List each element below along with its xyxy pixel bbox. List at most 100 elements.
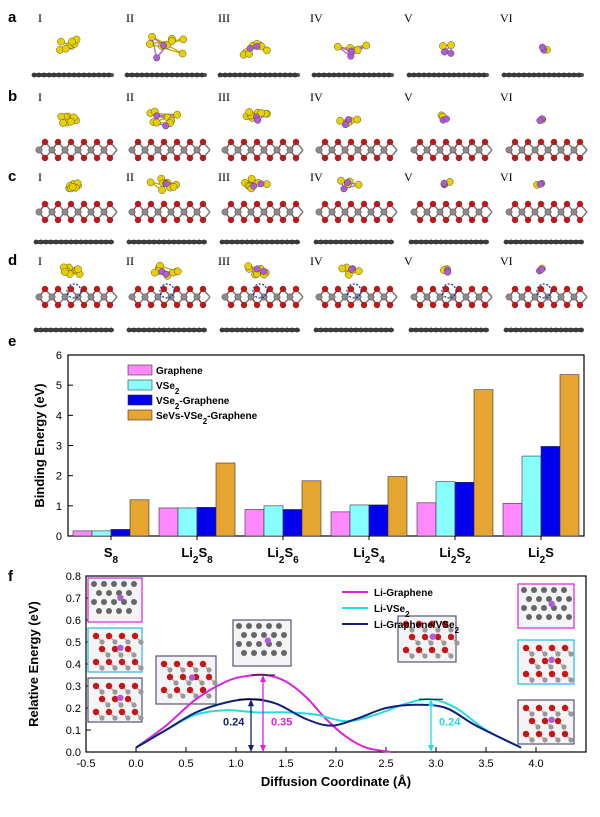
carbon-atom xyxy=(541,605,547,611)
oxygen-atom xyxy=(279,285,287,293)
oxygen-atom xyxy=(199,301,207,309)
carbon-atom xyxy=(287,72,293,78)
carbon-atom xyxy=(408,239,414,245)
oxygen-atom xyxy=(408,633,416,641)
oxygen-atom xyxy=(186,216,194,224)
vanadium-atom xyxy=(247,146,255,154)
bar xyxy=(559,374,580,537)
carbon-atom xyxy=(518,327,524,333)
vanadium-atom xyxy=(112,665,118,671)
carbon-atom xyxy=(458,327,464,333)
arrow-head xyxy=(248,699,254,707)
vanadium-atom xyxy=(435,627,441,633)
oxygen-atom xyxy=(186,686,194,694)
carbon-atom xyxy=(269,327,275,333)
numeral: IV xyxy=(310,170,323,184)
carbon-atom xyxy=(508,239,514,245)
bar xyxy=(387,476,408,537)
carbon-atom xyxy=(139,72,145,78)
vanadium-atom xyxy=(141,146,149,154)
vanadium-atom xyxy=(125,689,131,695)
vanadium-atom xyxy=(505,146,513,154)
y-tick-label: 3 xyxy=(56,441,62,453)
carbon-atom xyxy=(536,72,542,78)
sulfur-atom xyxy=(336,117,344,125)
carbon-atom xyxy=(321,72,327,78)
carbon-atom xyxy=(338,239,344,245)
carbon-atom xyxy=(506,72,512,78)
vanadium-atom xyxy=(542,677,548,683)
carbon-atom xyxy=(526,596,532,602)
oxygen-atom xyxy=(434,633,442,641)
oxygen-atom xyxy=(92,658,100,666)
vanadium-atom xyxy=(409,653,415,659)
vanadium-atom xyxy=(180,293,188,301)
vanadium-atom xyxy=(247,293,255,301)
numeral: V xyxy=(404,11,413,25)
sulfur-atom xyxy=(168,37,176,45)
arrow-head xyxy=(248,745,254,752)
numeral: I xyxy=(38,254,42,268)
carbon-atom xyxy=(428,239,434,245)
oxygen-atom xyxy=(292,216,300,224)
vanadium-atom xyxy=(105,702,111,708)
vanadium-atom xyxy=(87,146,95,154)
sulfur-atom xyxy=(152,118,161,127)
y-tick-label: 6 xyxy=(56,350,62,362)
carbon-atom xyxy=(91,581,97,587)
vanadium-atom xyxy=(61,293,69,301)
carbon-atom xyxy=(371,72,377,78)
vanadium-atom xyxy=(410,146,418,154)
oxygen-atom xyxy=(160,200,168,208)
carbon-atom xyxy=(239,239,245,245)
oxygen-atom xyxy=(118,658,126,666)
carbon-atom xyxy=(108,239,114,245)
carbon-atom xyxy=(257,72,263,78)
oxygen-atom xyxy=(576,285,584,293)
carbon-atom xyxy=(274,239,280,245)
sulfur-atom xyxy=(447,41,455,49)
carbon-atom xyxy=(536,614,542,620)
carbon-atom xyxy=(533,239,539,245)
carbon-atom xyxy=(448,239,454,245)
vanadium-atom xyxy=(273,293,281,301)
oxygen-atom xyxy=(292,154,300,162)
carbon-atom xyxy=(236,641,242,647)
carbon-atom xyxy=(96,608,102,614)
carbon-atom xyxy=(154,72,160,78)
vanadium-atom xyxy=(328,293,336,301)
carbon-atom xyxy=(282,72,288,78)
carbon-atom xyxy=(294,327,300,333)
oxygen-atom xyxy=(347,301,355,309)
vanadium-atom xyxy=(125,715,131,721)
numeral: VI xyxy=(500,254,513,268)
numeral: III xyxy=(218,11,230,25)
vanadium-atom xyxy=(100,146,108,154)
oxygen-atom xyxy=(468,154,476,162)
vacancy-ring xyxy=(441,283,457,299)
vanadium-atom xyxy=(423,293,431,301)
vanadium-atom xyxy=(125,665,131,671)
sulfur-atom xyxy=(245,108,253,116)
oxygen-atom xyxy=(124,695,132,703)
vanadium-atom xyxy=(138,665,144,671)
sulfur-atom xyxy=(59,119,67,127)
oxygen-atom xyxy=(360,154,368,162)
arrow-head xyxy=(260,745,266,752)
carbon-atom xyxy=(343,327,349,333)
oxygen-atom xyxy=(386,216,394,224)
carbon-atom xyxy=(513,327,519,333)
oxygen-atom xyxy=(173,138,181,146)
legend-label: Li-Graphene/VSe2 xyxy=(374,620,460,635)
carbon-atom xyxy=(543,239,549,245)
vanadium-atom xyxy=(367,146,375,154)
carbon-atom xyxy=(356,72,362,78)
y-tick-label: 0.4 xyxy=(66,659,81,671)
row-c-numerals: I II III IV V VI xyxy=(38,170,513,184)
oxygen-atom xyxy=(105,682,113,690)
oxygen-atom xyxy=(537,216,545,224)
numeral: I xyxy=(38,170,42,184)
oxygen-atom xyxy=(541,717,549,725)
y-tick-label: 0.2 xyxy=(66,703,81,715)
carbon-atom xyxy=(247,72,253,78)
